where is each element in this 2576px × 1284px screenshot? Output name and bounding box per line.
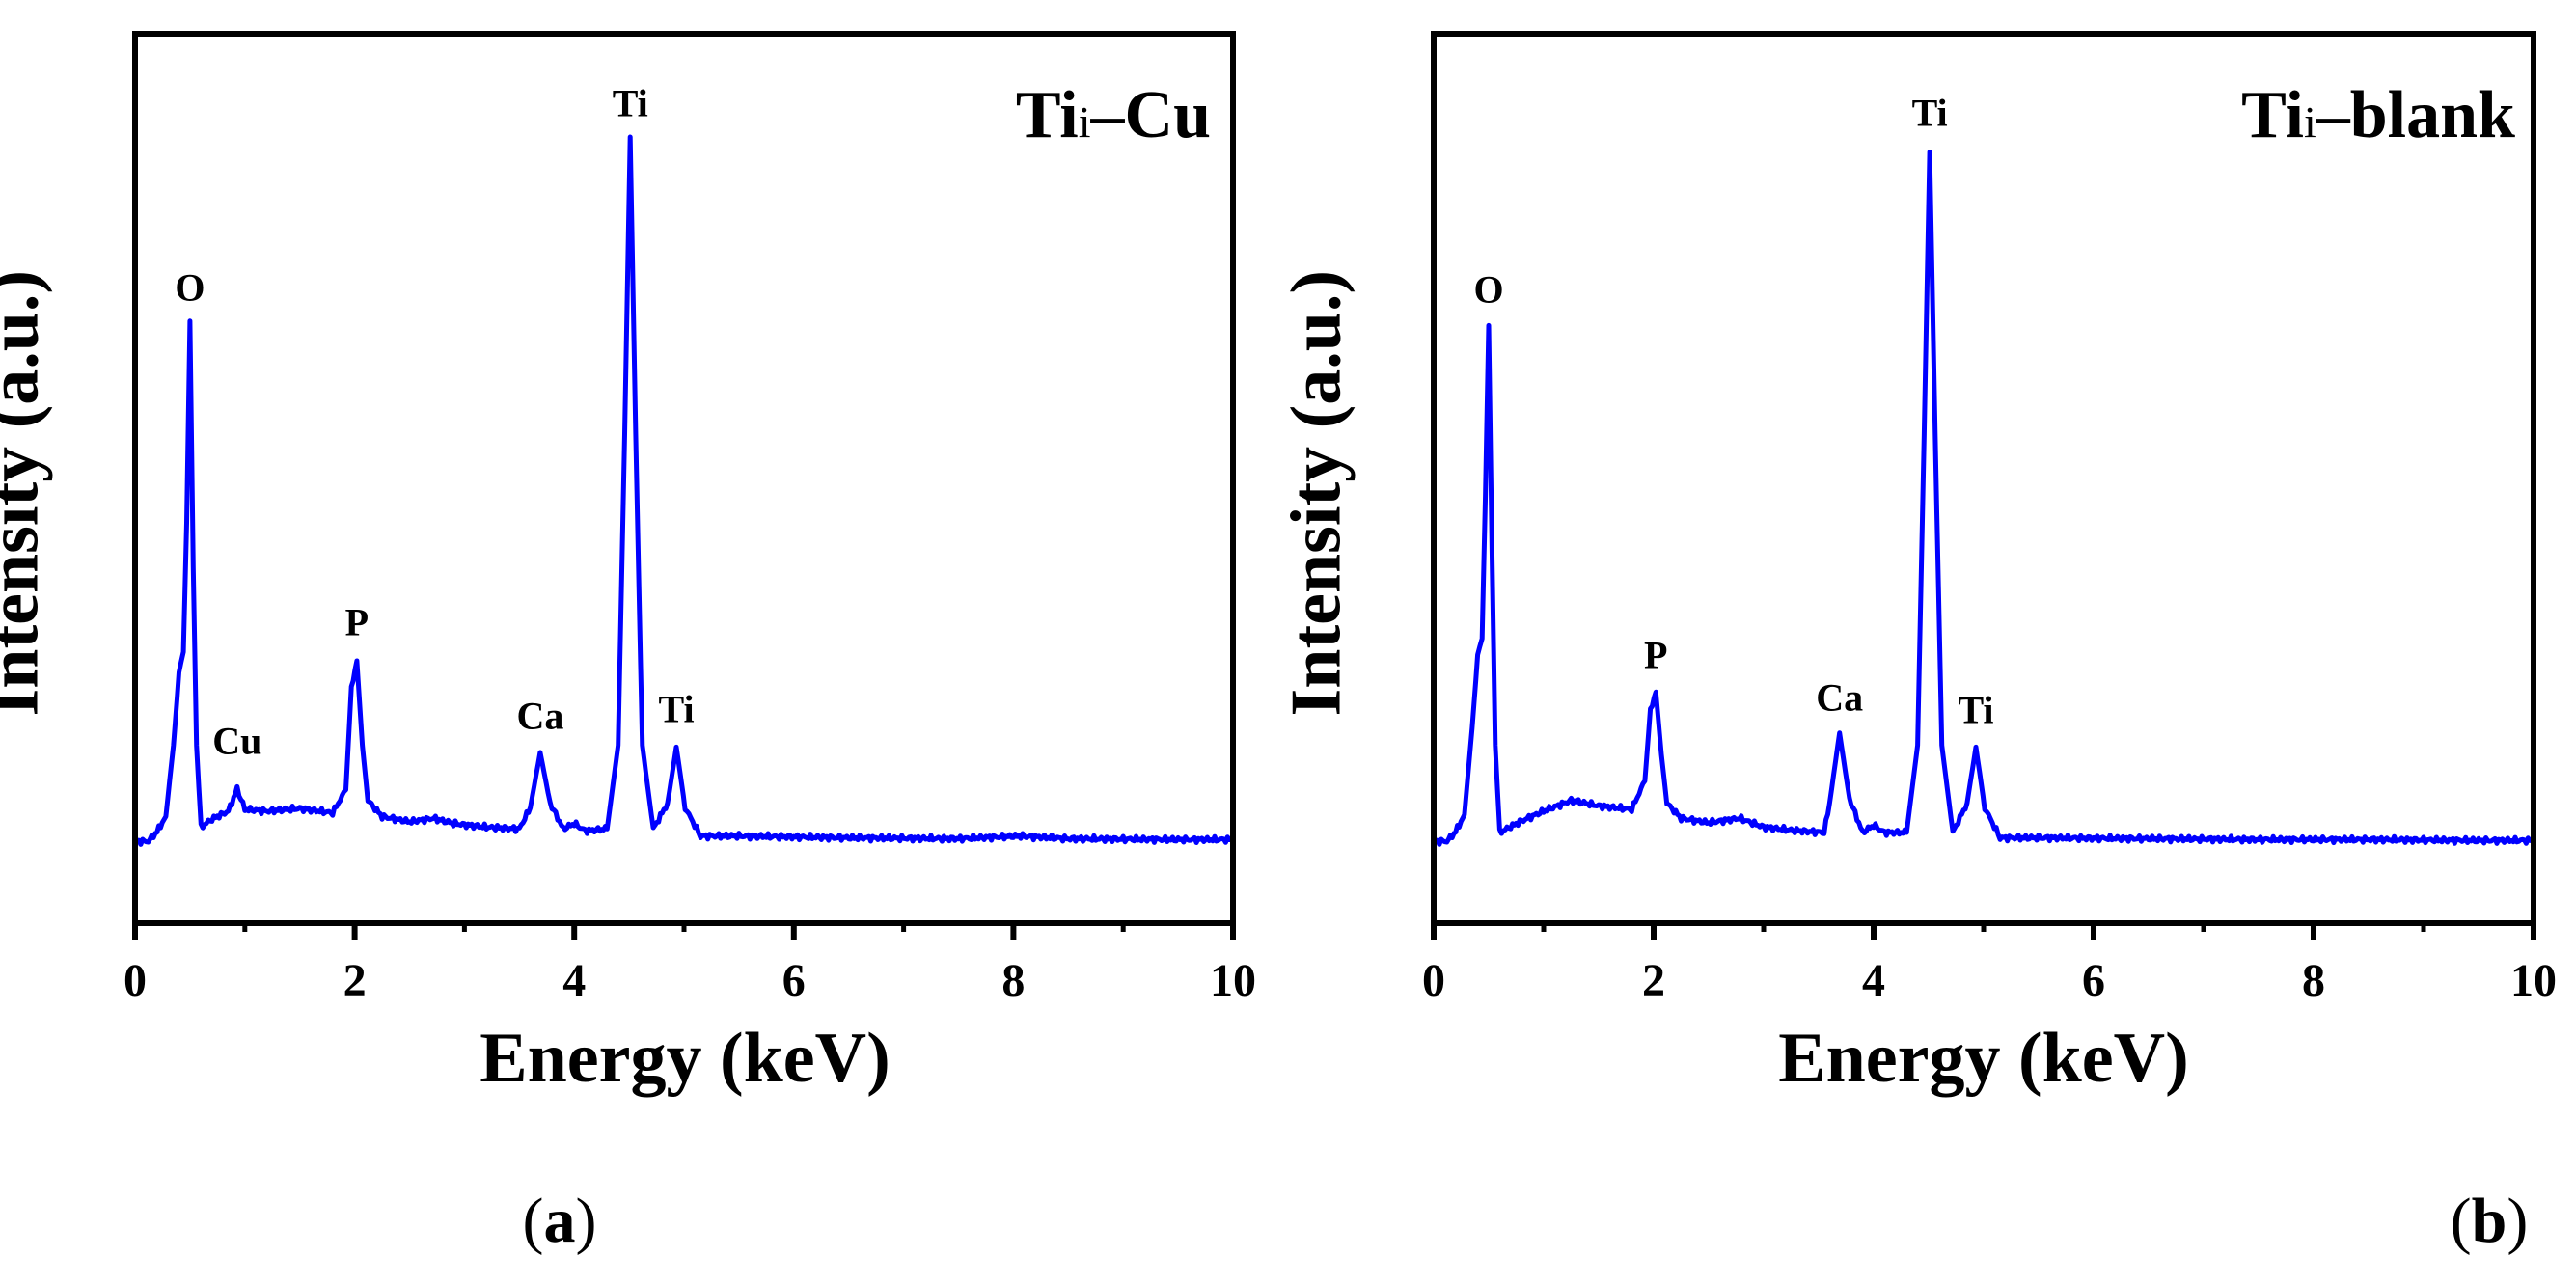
panel-caption: (b) — [2450, 1186, 2529, 1256]
peak-label: Ti — [1958, 688, 1994, 732]
peak-label: Ti — [1911, 91, 1948, 135]
peak-label: Ca — [1816, 675, 1864, 720]
x-tick-label: 8 — [2302, 955, 2325, 1006]
x-tick-label: 8 — [1001, 955, 1026, 1006]
sample-label: Tii–Cu — [1015, 78, 1211, 152]
x-axis-label: Energy (keV) — [480, 1019, 891, 1098]
eds-plot-b — [1431, 31, 2536, 940]
x-tick-label: 10 — [1210, 955, 1256, 1006]
x-tick-label: 10 — [2510, 955, 2557, 1006]
peak-label: O — [1473, 267, 1504, 312]
peak-label: O — [175, 265, 206, 310]
peak-label: P — [1644, 633, 1668, 677]
x-tick-label: 6 — [2082, 955, 2105, 1006]
y-axis-label: Intensity (a.u.) — [1276, 269, 1357, 717]
x-tick-label: 0 — [123, 955, 147, 1006]
y-axis-label: Intensity (a.u.) — [0, 269, 54, 717]
spectrum-line — [1432, 150, 2535, 847]
x-axis-label: Energy (keV) — [1778, 1019, 2189, 1098]
peak-label: P — [344, 600, 370, 644]
peak-label: Ti — [658, 687, 695, 731]
panel-caption: (a) — [522, 1186, 597, 1256]
x-tick-label: 4 — [562, 955, 587, 1006]
sample-label: Tii–blank — [2241, 78, 2515, 152]
peak-label: Cu — [212, 719, 262, 763]
x-tick-label: 4 — [1862, 955, 1885, 1006]
panel-a: Intensity (a.u.) Energy (keV) Tii–Cu (a)… — [0, 31, 1256, 1256]
spectrum-line — [133, 134, 1234, 847]
peak-label: Ca — [516, 694, 564, 738]
x-tick-label: 2 — [343, 955, 367, 1006]
x-tick-label: 2 — [1642, 955, 1665, 1006]
x-tick-label: 6 — [781, 955, 806, 1006]
eds-plot-a — [132, 31, 1236, 940]
x-tick-label: 0 — [1422, 955, 1445, 1006]
peak-label: Ti — [612, 81, 648, 125]
panel-b: Intensity (a.u.) Energy (keV) Tii–blank … — [1277, 0, 2576, 1284]
